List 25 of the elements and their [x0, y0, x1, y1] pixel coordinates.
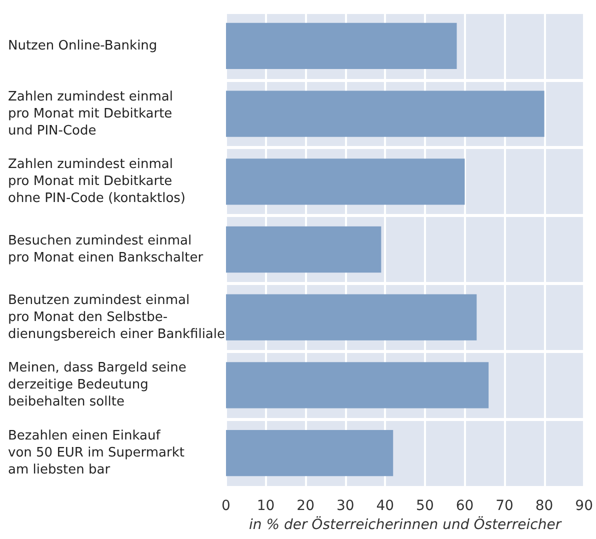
x-tick-label: 10 — [256, 498, 275, 514]
y-tick-label: Zahlen zumindest einmal pro Monat mit Debitkarte ohne PIN-Code (kontaktlos) — [8, 157, 186, 206]
y-tick-label: Zahlen zumindest einmal pro Monat mit Debitkarte und PIN-Code — [8, 89, 174, 138]
x-tick-label: 90 — [575, 498, 594, 514]
bar — [226, 430, 394, 476]
y-tick-label: Meinen, dass Bargeld seine derzeitige Bedeutung beibehalten sollte — [8, 360, 186, 410]
y-tick-label: Nutzen Online-Banking — [8, 38, 158, 54]
bar — [226, 90, 544, 137]
y-tick-label: Bezahlen einen Einkauf von 50 EUR im Supermarkt am liebsten bar — [8, 428, 184, 478]
x-tick-label: 50 — [416, 498, 434, 514]
x-tick-label: 60 — [456, 498, 474, 514]
x-tick-label: 40 — [376, 498, 394, 514]
x-axis-title: in % der Österreicherinnen und Österreicher — [249, 516, 562, 533]
y-tick-label: Besuchen zumindest einmal pro Monat einen Bankschalter — [8, 234, 204, 266]
x-tick-label: 30 — [336, 498, 354, 514]
y-tick-label: Benutzen zumindest einmal pro Monat den Selbstbe- dienungsbereich einer Bankfiliale — [8, 292, 226, 342]
bar — [226, 362, 489, 408]
bar — [226, 294, 477, 340]
x-tick-label: 0 — [222, 498, 230, 514]
bar — [226, 22, 457, 69]
x-tick-label: 20 — [296, 498, 314, 514]
x-tick-label: 70 — [496, 498, 514, 514]
bar — [226, 226, 382, 273]
x-tick-label: 80 — [535, 498, 554, 514]
bar — [226, 158, 465, 205]
